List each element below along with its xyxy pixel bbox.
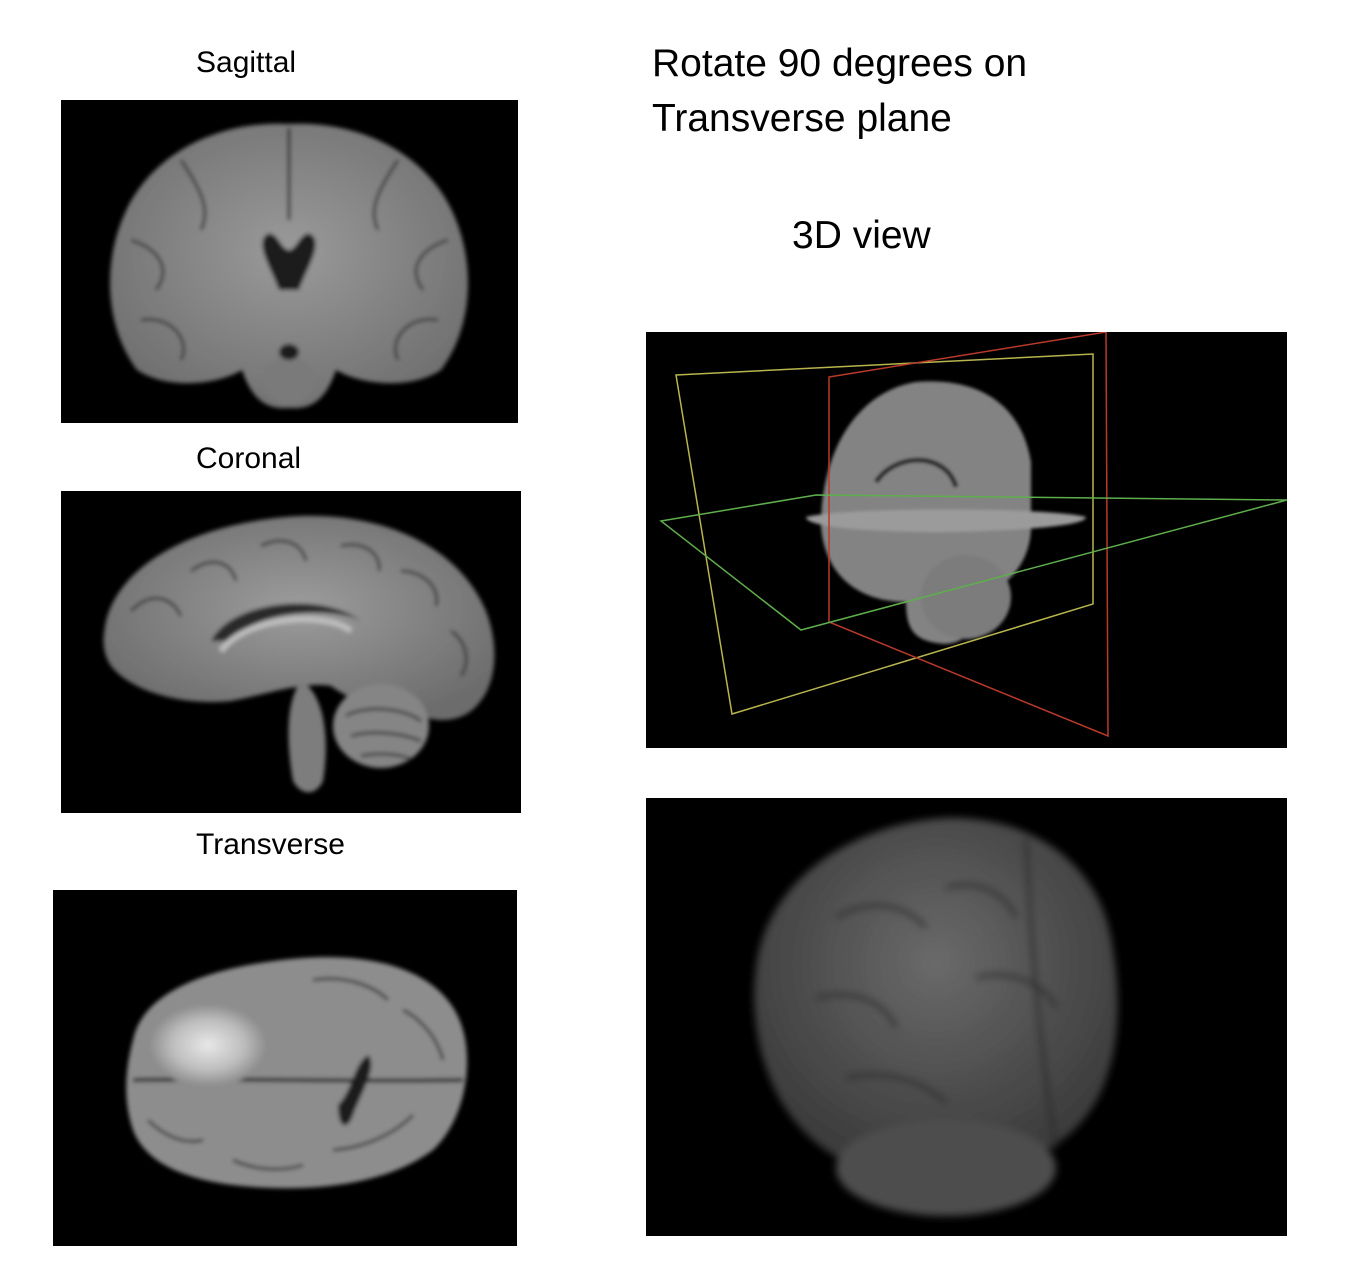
sagittal-slice-svg bbox=[110, 123, 468, 409]
brainstem bbox=[263, 356, 315, 404]
sulci-right bbox=[372, 159, 449, 361]
ventricles bbox=[262, 233, 316, 290]
3d-view-title: 3D view bbox=[792, 214, 931, 257]
transverse-label: Transverse bbox=[196, 828, 345, 861]
midline-fissure bbox=[132, 1077, 464, 1083]
transverse-slice-image bbox=[53, 890, 517, 1246]
3d-slices-svg bbox=[659, 332, 1287, 738]
cerebellum-volume bbox=[836, 1120, 1056, 1216]
instruction-line-1: Rotate 90 degrees on bbox=[652, 42, 1028, 85]
cerebrum-volume bbox=[754, 817, 1118, 1179]
horizontal-slice bbox=[806, 509, 1086, 532]
yellow-plane bbox=[675, 353, 1094, 715]
transverse-slice-svg bbox=[126, 957, 468, 1189]
instruction-line-2: Transverse plane bbox=[652, 97, 952, 140]
sagittal-slice-image bbox=[61, 100, 518, 423]
corpus-callosum bbox=[211, 603, 361, 641]
red-plane bbox=[828, 332, 1109, 738]
green-plane bbox=[659, 494, 1287, 631]
gyri bbox=[129, 539, 468, 677]
3d-slices-view bbox=[646, 332, 1287, 748]
sulci bbox=[815, 837, 1058, 1149]
3d-volume-rendering bbox=[646, 798, 1287, 1236]
cerebellum bbox=[921, 555, 1011, 639]
coronal-label: Coronal bbox=[196, 442, 302, 475]
coronal-slice-svg bbox=[103, 515, 495, 793]
sagittal-label: Sagittal bbox=[196, 46, 297, 79]
gyri bbox=[146, 977, 445, 1171]
coronal-slice-image bbox=[61, 491, 521, 813]
ventricle bbox=[338, 1055, 372, 1126]
brainstem bbox=[288, 681, 326, 793]
3d-volume-svg bbox=[754, 817, 1118, 1216]
lesion bbox=[148, 1003, 268, 1087]
cerebellum bbox=[333, 684, 429, 768]
sulci-left bbox=[130, 159, 207, 361]
